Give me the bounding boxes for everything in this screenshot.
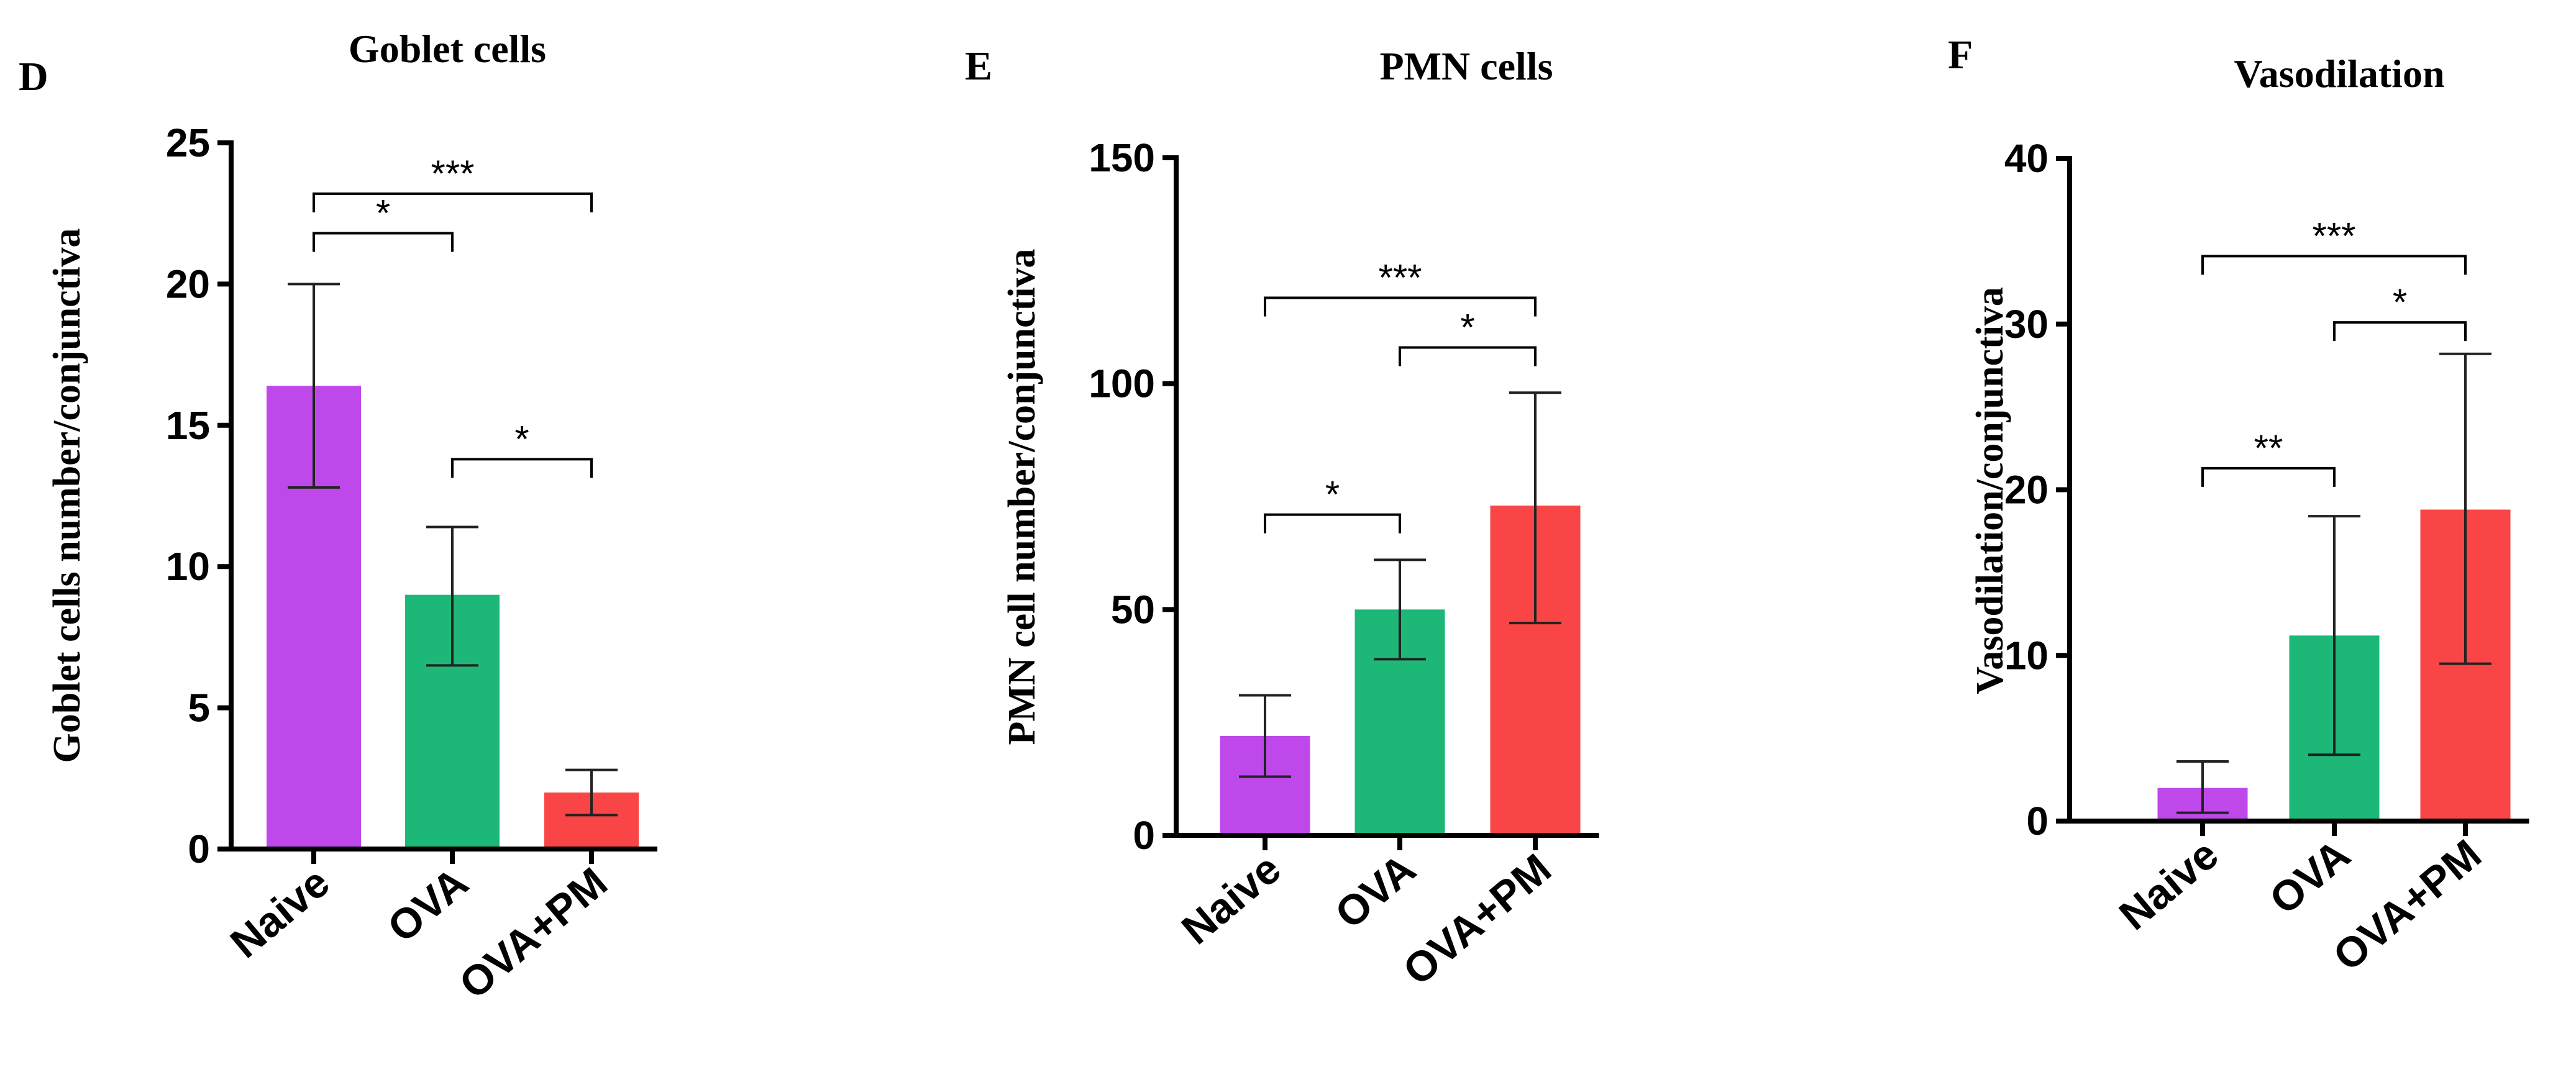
chart-title: Goblet cells xyxy=(349,27,546,71)
error-bar xyxy=(288,283,340,489)
x-tick-label: OVA+PM xyxy=(1394,845,1560,994)
y-tick-label: 0 xyxy=(188,827,210,871)
significance-bracket xyxy=(2333,321,2467,342)
x-tick-label: OVA+PM xyxy=(450,858,616,1008)
error-bar xyxy=(1239,694,1291,778)
y-tick-label: 0 xyxy=(1133,813,1155,858)
significance-label: * xyxy=(1460,306,1474,348)
y-tick-label: 10 xyxy=(166,544,210,589)
significance-label: *** xyxy=(1378,257,1422,298)
y-tick-label: 150 xyxy=(1089,135,1155,180)
chart-panel-d: D Goblet cells Goblet cells number/conjunc… xyxy=(19,27,657,1008)
significance-label: * xyxy=(1325,474,1340,515)
significance-bracket xyxy=(1264,513,1401,534)
panel-letter: F xyxy=(1948,32,1973,78)
x-tick-label: OVA xyxy=(1327,845,1425,938)
significance-label: * xyxy=(2393,281,2407,323)
x-tick-label: Naive xyxy=(2111,830,2227,939)
error-bar xyxy=(426,525,478,667)
panel-letter: E xyxy=(965,43,992,89)
x-tick-label: Naive xyxy=(1173,845,1290,953)
error-bar xyxy=(2176,760,2229,814)
y-tick-label: 50 xyxy=(1111,587,1155,632)
chart-title: Vasodilation xyxy=(2234,52,2444,96)
significance-bracket xyxy=(1399,346,1537,366)
y-tick-label: 15 xyxy=(166,403,210,448)
y-tick-label: 20 xyxy=(166,261,210,306)
significance-label: * xyxy=(514,418,529,460)
significance-bracket xyxy=(313,192,593,212)
error-bar xyxy=(1374,558,1426,661)
y-tick-label: 5 xyxy=(188,686,210,730)
significance-bracket xyxy=(2201,255,2467,275)
significance-label: *** xyxy=(431,153,474,194)
y-tick-label: 25 xyxy=(166,120,210,165)
significance-label: * xyxy=(376,193,390,234)
error-bar xyxy=(2308,515,2360,756)
significance-bracket xyxy=(451,458,593,478)
significance-bracket xyxy=(2201,466,2336,487)
significance-bracket xyxy=(1264,296,1537,317)
x-tick-label: OVA xyxy=(379,858,477,951)
x-tick-label: Naive xyxy=(222,858,339,967)
y-tick-label: 30 xyxy=(2004,302,2048,347)
y-tick-label: 0 xyxy=(2026,799,2048,843)
significance-label: ** xyxy=(2254,427,2283,469)
y-axis-label: Vasodilation/conjunctiva xyxy=(1969,287,2011,694)
y-tick-label: 100 xyxy=(1089,361,1155,406)
chart-title: PMN cells xyxy=(1380,44,1553,88)
significance-bracket xyxy=(313,232,454,252)
y-tick-label: 20 xyxy=(2004,468,2048,512)
y-axis-label: PMN cell number/conjunctiva xyxy=(1001,248,1043,745)
y-tick-label: 10 xyxy=(2004,633,2048,678)
error-bar xyxy=(1509,391,1561,625)
x-tick-label: OVA xyxy=(2261,830,2359,924)
chart-panel-f: F Vasodilation Vasodilation/conjunctiva 0 10… xyxy=(1948,32,2529,980)
error-bar xyxy=(2439,352,2492,665)
error-bar xyxy=(565,768,618,817)
chart-panel-e: E PMN cells PMN cell number/conjunctiva 0 50… xyxy=(965,43,1599,994)
y-tick-label: 40 xyxy=(2004,136,2048,181)
panel-letter: D xyxy=(19,54,48,99)
significance-label: *** xyxy=(2312,215,2355,257)
x-tick-label: OVA+PM xyxy=(2324,830,2490,980)
y-axis-label: Goblet cells number/conjunctiva xyxy=(46,228,88,763)
